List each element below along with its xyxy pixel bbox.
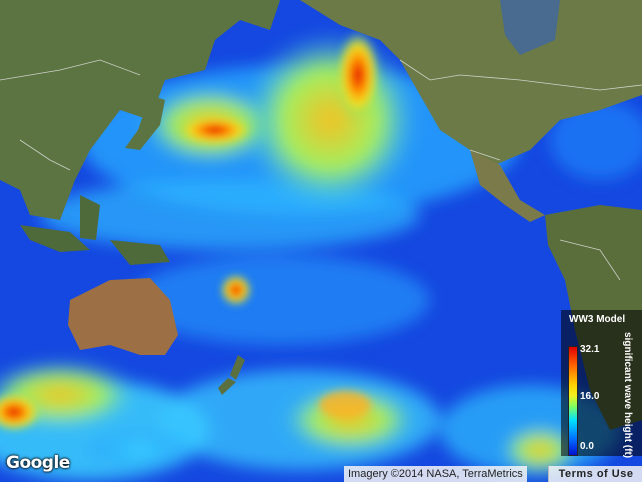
legend-title: WW3 Model (569, 314, 626, 325)
legend-tick-mid: 16.0 (580, 391, 600, 402)
imagery-attribution: Imagery ©2014 NASA, TerraMetrics (344, 466, 527, 482)
legend-color-bar (568, 346, 578, 456)
wave-height-legend: WW3 Model 32.1 16.0 0.0 significant wave… (561, 310, 642, 459)
legend-tick-min: 0.0 (580, 441, 594, 452)
terms-of-use-link[interactable]: Terms of Use (548, 466, 642, 482)
landmasses (0, 0, 642, 430)
wave-field (0, 30, 642, 480)
legend-tick-max: 32.1 (580, 344, 600, 355)
legend-axis-label: significant wave height (ft) (622, 332, 633, 459)
borders (0, 59, 642, 281)
google-logo: Google (6, 453, 70, 473)
storm-cores (0, 30, 380, 432)
